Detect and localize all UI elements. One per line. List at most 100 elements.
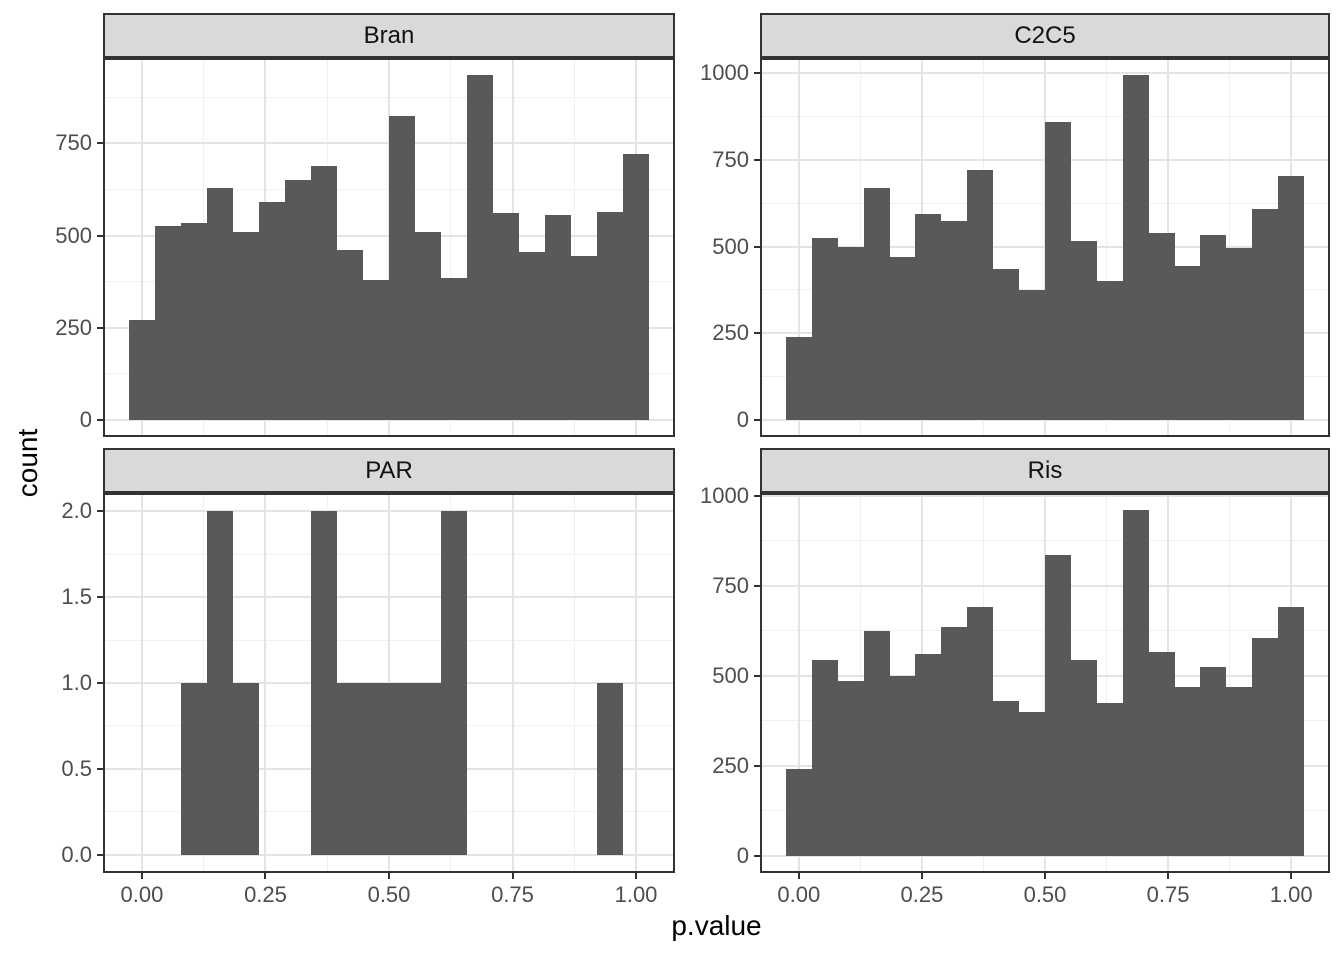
- y-axis-tick: [754, 584, 760, 587]
- histogram-bar-C2C5-1: [812, 237, 838, 420]
- gridline-major-horizontal: [760, 854, 1330, 857]
- y-axis-tick: [97, 326, 103, 329]
- x-axis-tick-label: 0.75: [491, 882, 534, 907]
- x-axis-title: p.value: [671, 910, 762, 941]
- histogram-bar-PAR-8: [337, 683, 363, 855]
- histogram-bar-Ris-6: [941, 627, 967, 856]
- x-axis-tick: [920, 873, 923, 879]
- gridline-major-horizontal: [103, 510, 675, 513]
- y-axis-tick-label: 0.0: [61, 841, 92, 867]
- y-axis-tick-label: 500: [712, 662, 749, 688]
- gridline-minor-vertical: [450, 58, 452, 437]
- histogram-bar-Bran-12: [441, 277, 467, 420]
- y-axis-tick: [754, 332, 760, 335]
- y-axis-tick-label: 1000: [700, 482, 749, 508]
- x-axis-tick-label: 0.00: [120, 882, 164, 907]
- histogram-bar-C2C5-11: [1071, 241, 1097, 420]
- histogram-bar-C2C5-14: [1149, 232, 1175, 420]
- x-axis-tick-label: 0.50: [367, 882, 411, 907]
- histogram-bar-C2C5-16: [1200, 234, 1226, 420]
- y-axis-tick-label: 1.0: [61, 670, 92, 695]
- y-axis-tick-label: 750: [712, 572, 749, 598]
- histogram-bar-Ris-8: [993, 700, 1019, 856]
- y-axis-tick: [97, 510, 103, 513]
- x-axis-tick-label: 0.25: [244, 882, 287, 907]
- gridline-minor-vertical: [1106, 493, 1108, 873]
- y-axis-tick: [97, 142, 103, 145]
- histogram-bar-C2C5-5: [915, 213, 941, 420]
- histogram-bar-Ris-17: [1226, 686, 1252, 856]
- y-axis-tick: [754, 854, 760, 857]
- histogram-bar-Ris-10: [1045, 555, 1071, 856]
- gridline-major-horizontal: [103, 596, 675, 599]
- histogram-bar-Ris-1: [812, 659, 838, 856]
- y-axis-tick-label: 500: [712, 233, 749, 259]
- y-axis-tick-label: 1000: [700, 60, 749, 86]
- y-axis-tick: [754, 72, 760, 75]
- histogram-bar-Ris-12: [1097, 702, 1123, 856]
- histogram-bar-Bran-18: [597, 211, 623, 420]
- y-axis-tick-label: 0: [79, 406, 92, 432]
- y-axis-tick-label: 0: [736, 842, 749, 868]
- histogram-bar-Bran-5: [259, 202, 285, 420]
- histogram-bar-C2C5-8: [993, 269, 1019, 420]
- gridline-major-horizontal: [103, 418, 675, 421]
- gridline-major-horizontal: [103, 853, 675, 856]
- histogram-bar-Ris-18: [1252, 638, 1278, 856]
- x-axis-tick: [140, 873, 143, 879]
- y-axis-tick-label: 250: [712, 320, 749, 346]
- histogram-bar-Ris-15: [1175, 686, 1200, 856]
- histogram-bar-Bran-19: [623, 154, 649, 420]
- histogram-bar-Ris-5: [915, 654, 941, 856]
- histogram-bar-Ris-3: [864, 630, 890, 856]
- histogram-bar-PAR-10: [389, 683, 415, 855]
- x-axis-tick: [635, 873, 638, 879]
- y-axis-tick: [97, 418, 103, 421]
- x-axis-tick: [388, 873, 390, 879]
- x-axis-tick: [1290, 873, 1293, 879]
- facet-strip: PAR: [103, 448, 675, 493]
- histogram-bar-Ris-2: [838, 681, 864, 856]
- x-axis-tick-label: 1.00: [614, 882, 658, 907]
- histogram-bar-C2C5-12: [1097, 281, 1123, 420]
- histogram-bar-Bran-14: [493, 213, 519, 420]
- x-axis-tick-label: 0.00: [777, 882, 821, 907]
- y-axis-tick: [97, 234, 103, 237]
- gridline-major-vertical: [140, 58, 143, 437]
- facet-panel-par: PAR: [103, 448, 675, 873]
- histogram-bar-C2C5-4: [890, 257, 915, 420]
- histogram-bar-Ris-7: [967, 607, 993, 856]
- x-axis-tick: [511, 873, 514, 879]
- gridline-minor-vertical: [1229, 493, 1231, 873]
- x-axis-tick: [1044, 873, 1046, 879]
- facet-strip-label: C2C5: [1014, 21, 1076, 49]
- y-axis-tick: [97, 767, 103, 770]
- y-axis-tick-label: 1.5: [61, 584, 92, 610]
- histogram-bar-Bran-8: [337, 250, 363, 420]
- facet-strip: Ris: [760, 448, 1330, 493]
- histogram-bar-Bran-9: [363, 279, 389, 420]
- gridline-major-horizontal: [760, 418, 1330, 421]
- histogram-bar-Ris-19: [1278, 607, 1304, 856]
- histogram-bar-Ris-14: [1149, 652, 1175, 856]
- y-axis-tick: [754, 245, 760, 248]
- histogram-bar-C2C5-18: [1252, 208, 1278, 420]
- histogram-bar-Bran-6: [285, 180, 311, 420]
- x-axis-tick-label: 0.50: [1023, 882, 1067, 907]
- histogram-bar-Bran-4: [233, 231, 259, 420]
- gridline-major-horizontal: [760, 72, 1330, 75]
- histogram-bar-C2C5-19: [1278, 175, 1304, 420]
- histogram-bar-Ris-16: [1200, 666, 1226, 856]
- histogram-bar-PAR-2: [181, 683, 207, 855]
- histogram-bar-C2C5-6: [941, 220, 967, 420]
- histogram-bar-C2C5-0: [786, 336, 812, 420]
- x-axis-tick: [264, 873, 267, 879]
- gridline-major-horizontal: [760, 494, 1330, 497]
- histogram-bar-Bran-7: [311, 165, 337, 420]
- y-axis-tick: [97, 596, 103, 599]
- histogram-bar-Ris-4: [890, 675, 915, 856]
- gridline-major-vertical: [797, 493, 800, 873]
- histogram-bar-C2C5-9: [1019, 289, 1045, 420]
- y-axis-tick: [754, 674, 760, 677]
- y-axis-tick-label: 250: [55, 314, 92, 340]
